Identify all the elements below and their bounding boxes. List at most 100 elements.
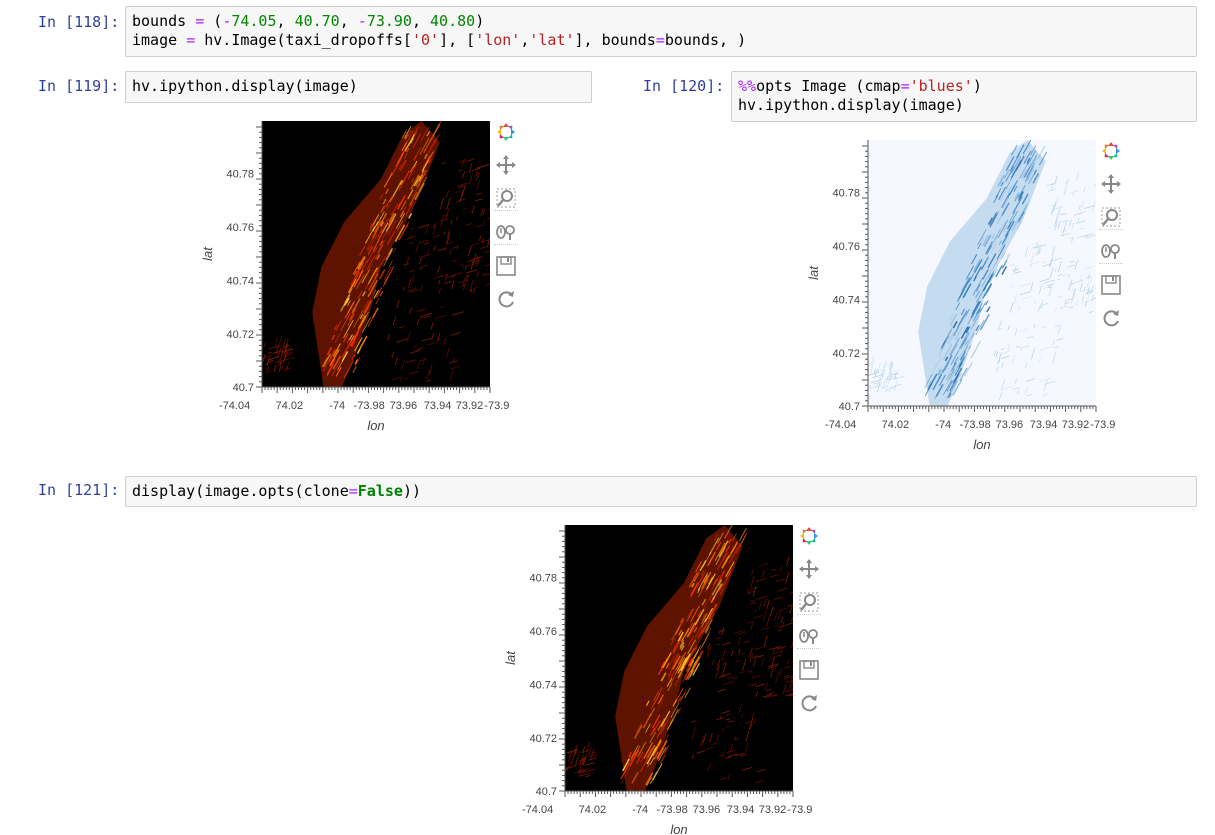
plot-119-toolbar[interactable] — [488, 120, 522, 320]
density-streak — [870, 379, 882, 384]
density-streak — [981, 278, 987, 288]
density-streak — [267, 351, 272, 354]
density-streak — [772, 649, 775, 653]
density-streak — [941, 338, 947, 348]
density-streak — [697, 578, 709, 598]
density-streak — [767, 663, 779, 668]
density-streak — [1014, 270, 1022, 274]
density-streak — [652, 692, 661, 708]
density-streak — [985, 241, 993, 254]
density-streak — [282, 351, 294, 356]
cell-118-input[interactable]: bounds = (-74.05, 40.70, -73.90, 40.80) i… — [125, 6, 1197, 57]
x-tick-label: 73.92 — [1062, 419, 1090, 431]
density-streak — [423, 242, 430, 245]
density-streak — [974, 258, 983, 274]
density-streak — [762, 570, 765, 578]
density-streak — [782, 684, 787, 694]
density-streak — [775, 671, 780, 684]
cell-120-input[interactable]: %%opts Image (cmap='blues') hv.ipython.di… — [731, 71, 1197, 122]
density-streak — [716, 734, 720, 742]
wheel-zoom-icon[interactable] — [1099, 239, 1123, 264]
box-zoom-icon[interactable] — [797, 590, 821, 615]
density-streak — [958, 356, 966, 368]
density-streak — [701, 570, 705, 575]
density-streak — [869, 366, 873, 376]
plot-120-toolbar[interactable] — [1093, 139, 1127, 339]
density-streak — [367, 246, 374, 256]
pan-icon[interactable] — [1093, 172, 1123, 196]
wheel-zoom-icon[interactable] — [494, 220, 518, 245]
save-icon[interactable] — [494, 254, 518, 278]
density-streak — [707, 642, 711, 650]
box-zoom-icon[interactable] — [494, 186, 518, 211]
density-streak — [359, 313, 364, 320]
density-streak — [687, 639, 696, 655]
density-streak — [1087, 289, 1091, 300]
density-streak — [476, 179, 481, 191]
density-streak — [579, 759, 582, 766]
pan-icon[interactable] — [488, 153, 518, 177]
density-streak — [471, 242, 480, 246]
density-streak — [288, 346, 291, 350]
density-streak — [717, 532, 724, 544]
density-streak — [1009, 264, 1015, 267]
density-streak — [889, 361, 894, 374]
density-streak — [784, 675, 789, 678]
density-streak — [1044, 380, 1056, 385]
density-streak — [889, 369, 900, 374]
wheel-zoom-icon[interactable] — [797, 624, 821, 649]
x-tick-label: -74 — [329, 400, 345, 412]
density-streak — [411, 182, 422, 200]
density-streak — [1068, 283, 1076, 286]
density-streak — [987, 217, 993, 225]
cell-119-code[interactable]: hv.ipython.display(image) — [132, 77, 358, 96]
reset-icon[interactable] — [797, 691, 821, 715]
density-streak — [374, 221, 381, 233]
box-zoom-icon[interactable] — [1099, 205, 1123, 230]
density-streak — [970, 340, 982, 359]
cell-118-code[interactable]: bounds = (-74.05, 40.70, -73.90, 40.80) i… — [132, 12, 746, 50]
density-streak — [1050, 257, 1062, 262]
density-streak — [1079, 283, 1083, 292]
bokeh-logo-icon[interactable] — [797, 524, 821, 548]
density-streak — [728, 753, 737, 757]
density-streak — [1046, 226, 1053, 229]
x-tick-label: -74.04 — [219, 400, 250, 412]
density-streak — [388, 260, 393, 268]
density-streak — [349, 307, 357, 320]
bokeh-logo-icon[interactable] — [494, 120, 518, 144]
density-streak — [721, 751, 725, 760]
density-streak — [938, 374, 946, 387]
density-streak — [284, 343, 288, 355]
density-streak — [700, 617, 707, 628]
cell-120-code[interactable]: %%opts Image (cmap='blues') hv.ipython.di… — [738, 77, 982, 115]
density-streak — [387, 218, 393, 226]
reset-icon[interactable] — [494, 287, 518, 311]
density-streak — [1005, 156, 1015, 172]
x-tick-label: -74 — [935, 419, 951, 431]
density-streak — [718, 675, 726, 678]
density-streak — [274, 359, 286, 364]
density-streak — [404, 125, 412, 139]
density-streak — [996, 208, 1006, 225]
cell-121-input[interactable]: display(image.opts(clone=False)) — [125, 476, 1197, 507]
reset-icon[interactable] — [1099, 306, 1123, 330]
pan-icon[interactable] — [791, 557, 821, 581]
code-token: ) — [475, 12, 485, 30]
cell-121-code[interactable]: display(image.opts(clone=False)) — [132, 482, 421, 501]
plot-121-toolbar[interactable] — [791, 524, 825, 724]
density-streak — [728, 543, 738, 559]
density-streak — [443, 245, 446, 251]
density-streak — [762, 609, 767, 622]
density-streak — [1085, 234, 1096, 239]
density-streak — [407, 288, 416, 292]
save-icon[interactable] — [797, 658, 821, 682]
save-icon[interactable] — [1099, 273, 1123, 297]
cell-119-input[interactable]: hv.ipython.display(image) — [125, 71, 592, 103]
density-streak — [675, 619, 685, 636]
density-streak — [430, 322, 434, 330]
code-token: (image.opts(clone — [195, 482, 349, 500]
bokeh-logo-icon[interactable] — [1099, 139, 1123, 163]
code-token: = — [195, 12, 205, 30]
density-streak — [937, 368, 942, 375]
